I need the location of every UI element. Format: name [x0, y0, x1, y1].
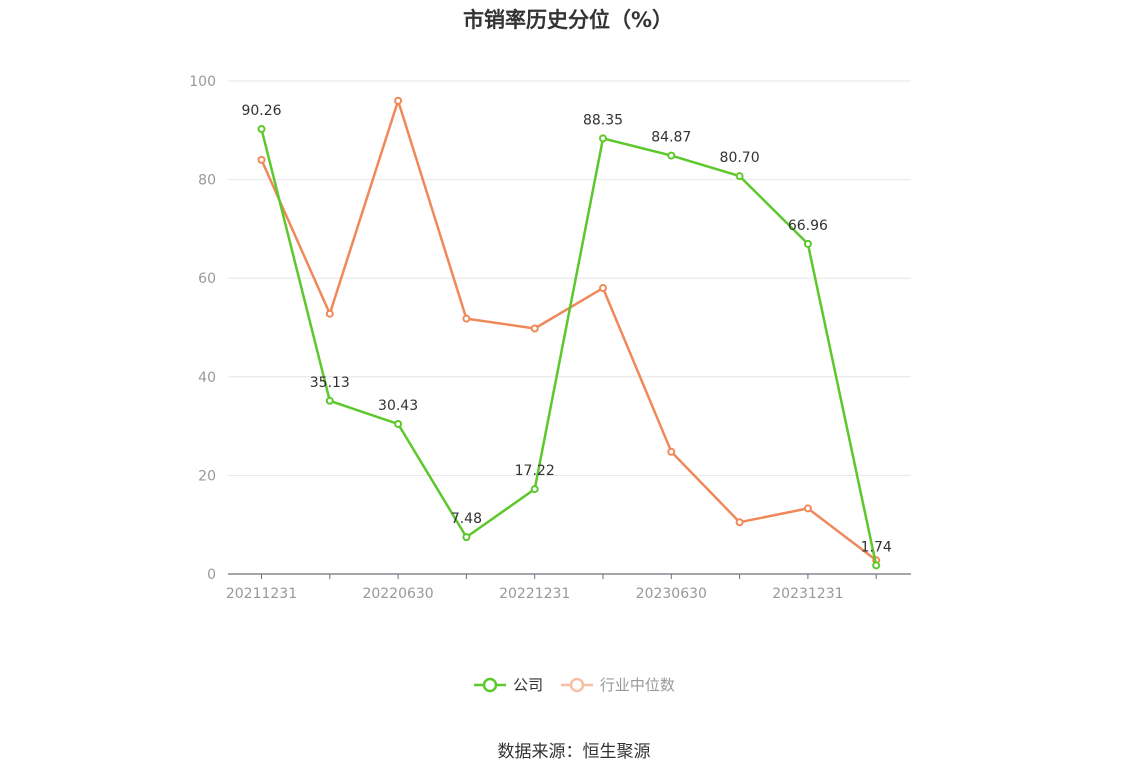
y-tick-label: 100 — [189, 74, 216, 90]
x-tick-label: 20221231 — [499, 586, 570, 602]
company-data-label: 90.26 — [241, 103, 281, 119]
legend-item-industry-median[interactable]: 行业中位数 — [560, 674, 675, 695]
x-tick-label: 20231231 — [772, 586, 843, 602]
industry-median-data-point[interactable] — [599, 284, 607, 293]
y-tick-label: 20 — [198, 468, 216, 484]
company-data-label: 30.43 — [378, 398, 418, 414]
line-chart: 0 20 40 60 80 100 20211231 20220630 20221231 2023… — [189, 74, 911, 602]
company-data-label: 66.96 — [788, 218, 828, 234]
company-data-label: 7.48 — [451, 511, 482, 527]
company-data-point[interactable] — [803, 239, 812, 248]
data-source: 数据来源：恒生聚源 — [497, 742, 651, 762]
company-data-point[interactable] — [325, 396, 334, 405]
data-labels: 90.26 35.13 30.43 7.48 17.22 88.35 84.87 80.70 6… — [241, 103, 891, 555]
legend-company-icon — [474, 677, 507, 692]
company-data-point[interactable] — [735, 172, 744, 181]
industry-median-series-line — [260, 99, 877, 562]
company-data-point[interactable] — [530, 485, 539, 494]
chart-title: 市销率历史分位（%） — [462, 8, 674, 32]
legend-industry-median-label: 行业中位数 — [599, 676, 675, 694]
grid-lines — [228, 80, 911, 476]
y-tick-label: 80 — [198, 173, 216, 189]
legend-company-label: 公司 — [513, 676, 544, 694]
series-lines — [257, 96, 881, 570]
company-series-line — [260, 128, 878, 566]
company-data-label: 1.74 — [861, 539, 892, 555]
company-data-point[interactable] — [462, 533, 471, 542]
company-data-label: 84.87 — [651, 130, 691, 146]
company-data-point[interactable] — [872, 561, 881, 570]
x-tick-label: 20211231 — [226, 586, 297, 602]
industry-median-data-point[interactable] — [462, 314, 471, 323]
company-data-label: 80.70 — [720, 150, 760, 166]
industry-median-data-point[interactable] — [394, 96, 403, 105]
industry-median-data-point[interactable] — [735, 518, 744, 527]
company-data-label: 88.35 — [583, 112, 623, 128]
legend-item-company[interactable]: 公司 — [473, 674, 543, 695]
legend-industry-median-icon — [560, 677, 593, 692]
industry-median-data-point[interactable] — [257, 155, 266, 164]
industry-median-data-point[interactable] — [530, 324, 539, 333]
company-data-point[interactable] — [667, 151, 676, 160]
company-data-label: 17.22 — [515, 463, 555, 479]
legend: 公司 行业中位数 — [0, 674, 1148, 697]
company-data-point[interactable] — [257, 125, 266, 134]
axes: 0 20 40 60 80 100 20211231 20220630 20221231 2023… — [189, 74, 911, 602]
x-tick-label: 20220630 — [362, 586, 433, 602]
industry-median-data-point[interactable] — [325, 309, 334, 318]
y-tick-label: 0 — [207, 567, 216, 583]
x-tick-label: 20230630 — [636, 586, 707, 602]
company-data-point[interactable] — [394, 419, 403, 428]
industry-median-data-point[interactable] — [667, 447, 676, 456]
company-data-point[interactable] — [599, 134, 607, 143]
y-tick-label: 40 — [198, 370, 216, 386]
y-tick-label: 60 — [198, 271, 216, 287]
company-data-label: 35.13 — [310, 375, 350, 391]
industry-median-data-point[interactable] — [803, 504, 812, 513]
